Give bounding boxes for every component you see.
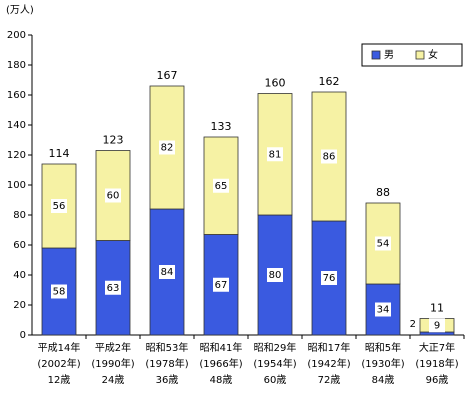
value-label: 60 [107,191,120,202]
value-label-box [51,199,67,213]
value-label-box [105,188,121,203]
value-label-box [429,318,445,333]
y-tick-label: 100 [7,180,26,191]
y-tick-label: 120 [7,150,26,161]
x-tick-label: 平成14年 [38,341,81,354]
value-label: 67 [215,280,228,291]
value-label-box [159,140,175,155]
x-tick-label: 96歳 [426,374,449,386]
value-label-box [321,271,337,285]
x-tick-label: 昭和5年 [365,341,401,354]
x-tick-label: (1978年) [145,357,188,370]
x-tick-label: (1942年) [307,357,350,370]
x-tick-label: 72歳 [318,374,341,386]
x-tick-label: 12歳 [48,374,71,386]
legend-swatch [415,50,425,60]
value-label-box [375,302,391,317]
total-label: 133 [211,120,232,133]
value-label: 9 [434,320,440,331]
x-tick-label: (2002年) [37,357,80,370]
value-label-box [159,265,175,279]
y-unit: (万人) [6,4,34,16]
value-label: 2 [410,319,416,330]
value-label-box [267,268,283,282]
y-tick-label: 60 [13,240,26,251]
y-tick-label: 80 [13,210,26,221]
value-label-box [213,277,229,292]
x-tick-label: 60歳 [264,374,287,386]
value-label: 81 [269,149,282,160]
value-label: 82 [161,143,174,154]
x-tick-label: (1966年) [199,357,242,370]
x-tick-label: 平成2年 [95,341,131,354]
value-label: 63 [107,283,120,294]
total-label: 11 [430,302,444,315]
value-label: 80 [269,270,282,281]
legend-label: 男 [384,49,394,61]
legend-swatch [371,50,381,60]
x-tick-label: 昭和17年 [308,341,351,354]
value-label: 54 [377,239,390,250]
x-tick-label: 84歳 [372,374,395,386]
x-tick-label: 36歳 [156,374,179,386]
total-label: 123 [103,134,124,147]
x-tick-label: 48歳 [210,374,233,386]
value-label: 84 [161,267,174,278]
x-tick-label: (1990年) [91,357,134,370]
y-tick-label: 0 [20,330,26,341]
total-label: 162 [319,75,340,88]
x-tick-label: (1918年) [415,357,458,370]
value-label-box [321,149,337,164]
y-tick-label: 180 [7,60,26,71]
legend-label: 女 [428,48,438,61]
x-tick-label: 24歳 [102,374,125,386]
bar-segment [419,331,455,336]
value-label-box [375,236,391,251]
x-tick-label: (1954年) [253,357,296,370]
value-label-box [267,147,283,162]
x-tick-label: 昭和41年 [200,341,243,354]
value-label: 58 [53,287,66,298]
y-tick-label: 200 [7,30,26,41]
total-label: 114 [49,147,70,160]
value-label: 65 [215,181,228,192]
bar-segment [257,214,293,336]
value-label: 56 [53,201,66,212]
total-label: 160 [265,77,286,90]
value-label-box [105,280,121,295]
y-tick-label: 40 [13,270,26,281]
x-tick-label: 大正7年 [419,341,455,354]
value-label: 76 [323,273,336,284]
value-label-box [51,284,67,299]
total-label: 167 [157,69,178,82]
y-tick-label: 160 [7,90,26,101]
value-label: 34 [377,305,390,316]
y-tick-label: 140 [7,120,26,131]
x-tick-label: 昭和53年 [146,341,189,354]
y-tick-label: 20 [13,300,26,311]
x-tick-label: 昭和29年 [254,341,297,354]
legend-box [361,43,463,67]
value-label-box [213,178,229,193]
total-label: 88 [376,186,390,199]
x-tick-label: (1930年) [361,357,404,370]
value-label: 86 [323,152,336,163]
